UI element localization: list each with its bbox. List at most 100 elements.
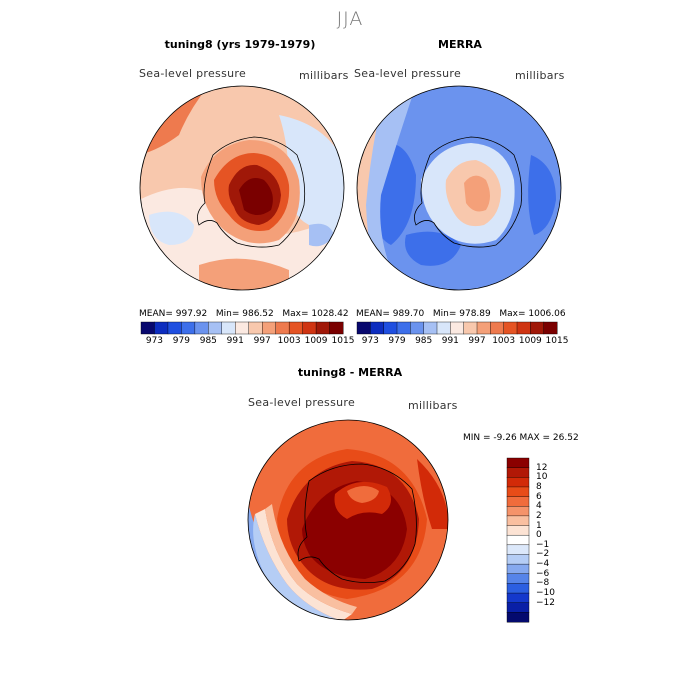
colorbar-diff-tick-label: −6 — [536, 568, 550, 579]
map-model-orange-lower — [199, 258, 289, 290]
map-obs-deep-blue-right — [528, 155, 556, 235]
colorbar-model-tick-label: 1009 — [304, 336, 328, 346]
colorbar-diff-swatch — [506, 612, 530, 623]
colorbar-model-swatch — [275, 321, 290, 335]
panel-diff-units: millibars — [408, 399, 458, 412]
colorbar-obs-swatch — [530, 321, 545, 335]
colorbar-diff-tick-label: −2 — [536, 549, 550, 560]
colorbar-diff-swatch — [506, 583, 530, 594]
colorbar-diff-tick-label: 10 — [536, 472, 548, 483]
map-model-blue-spot — [309, 223, 334, 247]
colorbar-obs-swatch — [476, 321, 491, 335]
colorbar-obs-tick-label: 979 — [388, 336, 406, 346]
colorbar-model-swatch — [154, 321, 169, 335]
colorbar-diff-tick-label: 8 — [536, 481, 542, 492]
colorbar-model-tick-label: 1015 — [331, 336, 355, 346]
map-diff-orange-ring — [248, 420, 448, 620]
map-obs-coastline — [414, 136, 523, 248]
colorbar-model-tick-label: 991 — [226, 336, 244, 346]
obs-min-value: 978.89 — [459, 309, 491, 319]
map-obs-deep-blue-bottom — [405, 231, 461, 266]
model-max-value: 1028.42 — [311, 309, 349, 319]
colorbar-model-tick-label: 979 — [172, 336, 190, 346]
map-model-blue-region-south — [149, 211, 194, 245]
colorbar-obs-swatch — [423, 321, 438, 335]
obs-min-label: Min= — [432, 309, 457, 319]
colorbar-model-tick-label: 973 — [145, 336, 164, 346]
model-mean-label: MEAN= — [139, 309, 173, 319]
colorbar-model-swatch — [208, 321, 223, 335]
map-diff-blue-mid — [253, 514, 342, 620]
panel-model-units: millibars — [299, 69, 349, 82]
panel-model-map — [139, 85, 345, 291]
colorbar-model-tick-label: 1003 — [277, 336, 301, 346]
colorbar-model-swatch — [140, 321, 155, 335]
colorbar-obs-tick-label: 985 — [415, 336, 433, 346]
colorbar-diff-ticks: 12 10 8 6 4 2 1 0 −1 −2 −4 −6 −8 −10 −12 — [536, 458, 576, 622]
obs-max-value: 1006.06 — [528, 309, 566, 319]
colorbar-diff-swatch — [506, 457, 530, 469]
map-model-coastline — [197, 136, 306, 248]
colorbar-model-ticks: 973 979 985 991 997 1003 1009 1015 — [141, 336, 355, 348]
colorbar-obs-tick-label: 1003 — [492, 336, 516, 346]
colorbar-obs-swatch — [503, 321, 518, 335]
colorbar-diff-tick-label: −10 — [536, 588, 555, 599]
panel-obs-map — [356, 85, 562, 291]
colorbar-obs-swatch — [516, 321, 531, 335]
colorbar-diff-swatch — [506, 563, 530, 575]
map-diff-dark-east — [417, 459, 448, 529]
map-diff-pale-band — [255, 509, 352, 620]
colorbar-obs — [356, 321, 558, 335]
colorbar-model-swatch — [221, 321, 236, 335]
colorbar-diff-swatch — [506, 486, 530, 498]
panel-model-stats: MEAN= 997.92 Min= 986.52 Max= 1028.42 — [139, 309, 349, 319]
colorbar-obs-swatch — [370, 321, 385, 335]
panel-diff-map — [247, 419, 449, 621]
colorbar-diff-tick-label: −12 — [536, 597, 555, 608]
colorbar-diff-tick-label: 2 — [536, 510, 542, 521]
colorbar-diff-swatch — [506, 573, 530, 584]
colorbar-diff — [506, 457, 530, 623]
colorbar-diff-swatch — [506, 602, 530, 613]
map-diff-plateau-light — [347, 486, 379, 503]
panel-obs-stats: MEAN= 989.70 Min= 978.89 Max= 1006.06 — [356, 309, 566, 319]
colorbar-diff-swatch — [506, 525, 530, 536]
colorbar-model-swatch — [329, 321, 344, 335]
colorbar-obs-swatch — [383, 321, 398, 335]
colorbar-model-swatch — [194, 321, 209, 335]
model-mean-value: 997.92 — [175, 309, 208, 319]
colorbar-model-swatch — [315, 321, 331, 335]
colorbar-obs-swatch — [490, 321, 505, 335]
model-max-label: Max= — [282, 309, 309, 319]
colorbar-obs-swatch — [543, 321, 558, 335]
panel-obs-units: millibars — [515, 69, 565, 82]
colorbar-obs-swatch — [396, 321, 411, 335]
colorbar-model-tick-label: 997 — [253, 336, 271, 346]
colorbar-obs-swatch — [410, 321, 425, 335]
colorbar-diff-tick-label: −4 — [536, 559, 550, 570]
panel-diff-variable: Sea-level pressure — [248, 396, 356, 409]
map-obs-antarctica-peak — [464, 175, 490, 212]
colorbar-obs-tick-label: 1015 — [545, 336, 569, 346]
obs-mean-label: MEAN= — [356, 309, 390, 319]
colorbar-diff-swatch — [506, 554, 530, 565]
panel-obs-variable: Sea-level pressure — [354, 67, 462, 80]
colorbar-diff-swatch — [506, 515, 530, 527]
model-min-label: Min= — [215, 309, 240, 319]
colorbar-diff-tick-label: 12 — [536, 462, 548, 473]
colorbar-model-swatch — [167, 321, 182, 335]
colorbar-model-swatch — [181, 321, 196, 335]
panel-obs-title: MERRA — [438, 38, 482, 51]
colorbar-obs-tick-label: 997 — [468, 336, 486, 346]
colorbar-obs-ticks: 973 979 985 991 997 1003 1009 1015 — [357, 336, 569, 348]
colorbar-obs-swatch — [436, 321, 451, 335]
colorbar-diff-tick-label: −1 — [536, 539, 550, 550]
obs-max-label: Max= — [499, 309, 526, 319]
colorbar-diff-tick-label: 0 — [536, 530, 542, 541]
map-diff-coastline — [297, 463, 417, 583]
colorbar-model-swatch — [248, 321, 263, 335]
colorbar-obs-swatch — [356, 321, 371, 335]
colorbar-diff-swatch — [506, 534, 530, 546]
model-min-value: 986.52 — [242, 309, 274, 319]
map-diff-light-band — [265, 504, 357, 614]
